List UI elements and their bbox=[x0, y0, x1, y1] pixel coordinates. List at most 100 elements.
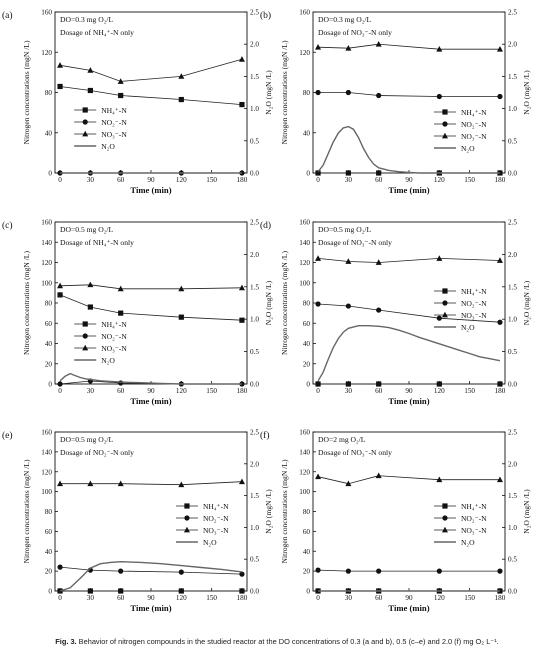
y-tick-label-left: 120 bbox=[299, 468, 310, 476]
x-axis-title: Time (min) bbox=[388, 603, 429, 613]
panel-label: (d) bbox=[260, 220, 271, 231]
legend-label: NO₃⁻-N bbox=[203, 526, 229, 535]
x-tick-label: 30 bbox=[345, 387, 353, 395]
data-point bbox=[436, 381, 442, 387]
legend-marker bbox=[441, 526, 448, 533]
annotation-dosage: Dosage of NO₃⁻-N only bbox=[318, 238, 392, 247]
y-axis-title-right: N₂O (mgN /L) bbox=[264, 280, 273, 325]
annotation-dosage: Dosage of NH₄⁺-N only bbox=[60, 28, 134, 37]
data-point bbox=[497, 588, 503, 594]
data-point bbox=[57, 588, 63, 594]
x-tick-label: 120 bbox=[434, 176, 445, 184]
legend-label: NO₂⁻-N bbox=[461, 299, 487, 308]
data-point bbox=[118, 568, 124, 574]
y-tick-label-left: 160 bbox=[299, 9, 310, 17]
y-tick-label-left: 120 bbox=[41, 468, 52, 476]
y-tick-label-left: 120 bbox=[41, 259, 52, 267]
legend-marker bbox=[442, 300, 448, 306]
data-point bbox=[178, 96, 184, 103]
data-point bbox=[178, 569, 184, 575]
data-point bbox=[315, 89, 321, 96]
data-point bbox=[87, 588, 93, 594]
x-tick-label: 180 bbox=[495, 594, 506, 602]
y-tick-label-right: 2.0 bbox=[508, 41, 517, 49]
x-tick-label: 180 bbox=[237, 387, 248, 395]
data-point bbox=[497, 568, 503, 574]
y-tick-label-left: 160 bbox=[299, 429, 310, 437]
legend-marker bbox=[442, 109, 448, 115]
y-axis-title-left: Nitrogen concentrations (mgN /L) bbox=[280, 40, 289, 144]
legend-label: NO₃⁻-N bbox=[461, 132, 487, 141]
y-tick-label-left: 0 bbox=[48, 170, 52, 178]
series-line bbox=[318, 475, 500, 485]
data-point bbox=[345, 381, 351, 387]
x-tick-label: 150 bbox=[464, 387, 475, 395]
legend-marker bbox=[441, 311, 448, 318]
x-tick-label: 150 bbox=[464, 176, 475, 184]
legend-label: NO₂⁻-N bbox=[461, 514, 487, 523]
data-point bbox=[118, 588, 124, 594]
annotation-do: DO=0.3 mg O₂/L bbox=[318, 15, 371, 24]
y-tick-label-right: 1.5 bbox=[508, 283, 517, 291]
annotation-do: DO=0.5 mg O₂/L bbox=[60, 225, 113, 234]
x-tick-label: 30 bbox=[345, 176, 353, 184]
y-tick-label-right: 2.5 bbox=[250, 429, 259, 437]
y-axis-title-right: N₂O (mgN /L) bbox=[264, 70, 273, 115]
y-tick-label-left: 100 bbox=[41, 279, 52, 287]
x-axis-title: Time (min) bbox=[130, 396, 171, 406]
legend-label: NO₃⁻-N bbox=[101, 130, 127, 139]
y-tick-label-left: 80 bbox=[45, 508, 53, 516]
y-tick-label-left: 60 bbox=[45, 528, 53, 536]
x-tick-label: 90 bbox=[147, 387, 155, 395]
panel-label: (e) bbox=[2, 430, 13, 441]
data-point bbox=[497, 319, 503, 325]
series-line bbox=[318, 257, 500, 263]
x-tick-label: 150 bbox=[206, 387, 217, 395]
data-point bbox=[345, 170, 351, 176]
panel-label: (f) bbox=[260, 430, 270, 441]
data-point bbox=[315, 381, 321, 387]
data-point bbox=[87, 480, 94, 487]
legend-label: N₂O bbox=[203, 538, 217, 547]
data-point bbox=[436, 568, 442, 574]
y-tick-label-left: 100 bbox=[41, 488, 52, 496]
figure-panels: 0 30 60 90 120 150 180 0 40 80 120 160 0.0 0.5 1.0 1.5 2… bbox=[2, 9, 531, 614]
legend-marker bbox=[82, 107, 88, 113]
panel-label: (c) bbox=[2, 220, 13, 231]
x-tick-label: 90 bbox=[405, 594, 413, 602]
y-tick-label-left: 80 bbox=[303, 300, 311, 308]
annotation-do: DO=0.3 mg O₂/L bbox=[60, 15, 113, 24]
x-tick-label: 0 bbox=[316, 594, 320, 602]
y-tick-label-right: 2.0 bbox=[250, 41, 259, 49]
y-tick-label-right: 0.5 bbox=[250, 137, 259, 145]
series-line bbox=[59, 372, 242, 385]
data-point bbox=[376, 92, 382, 99]
chart-panel-b: 0 30 60 90 120 150 180 0 40 80 120 160 0.0 0.5 1.0 1.5 2… bbox=[260, 9, 531, 196]
legend-marker bbox=[184, 503, 190, 509]
data-point bbox=[496, 46, 503, 52]
data-point bbox=[376, 568, 382, 574]
legend-label: N₂O bbox=[461, 538, 475, 547]
x-tick-label: 120 bbox=[434, 594, 445, 602]
y-tick-label-left: 0 bbox=[48, 588, 52, 596]
x-tick-label: 0 bbox=[58, 387, 62, 395]
y-tick-label-left: 100 bbox=[299, 279, 310, 287]
y-tick-label-right: 1.0 bbox=[250, 316, 259, 324]
legend-label: NO₃⁻-N bbox=[461, 311, 487, 320]
data-point bbox=[345, 45, 352, 51]
x-axis-title: Time (min) bbox=[130, 603, 171, 613]
legend-label: N₂O bbox=[101, 142, 115, 151]
y-tick-label-left: 60 bbox=[45, 320, 53, 328]
y-axis-title-right: N₂O (mgN /L) bbox=[264, 489, 273, 534]
annotation-dosage: Dosage of NO₂⁻-N only bbox=[60, 448, 134, 457]
data-point bbox=[118, 92, 124, 99]
y-axis-title-left: Nitrogen concentrations (mgN /L) bbox=[22, 251, 31, 355]
annotation-dosage: Dosage of NH₄⁺-N only bbox=[60, 238, 134, 247]
annotation-do: DO=0.5 mg O₂/L bbox=[318, 225, 371, 234]
data-point bbox=[178, 73, 185, 79]
x-tick-label: 180 bbox=[237, 176, 248, 184]
y-tick-label-left: 120 bbox=[299, 259, 310, 267]
x-tick-label: 30 bbox=[87, 387, 95, 395]
data-point bbox=[436, 315, 442, 321]
y-tick-label-right: 2.5 bbox=[508, 429, 517, 437]
